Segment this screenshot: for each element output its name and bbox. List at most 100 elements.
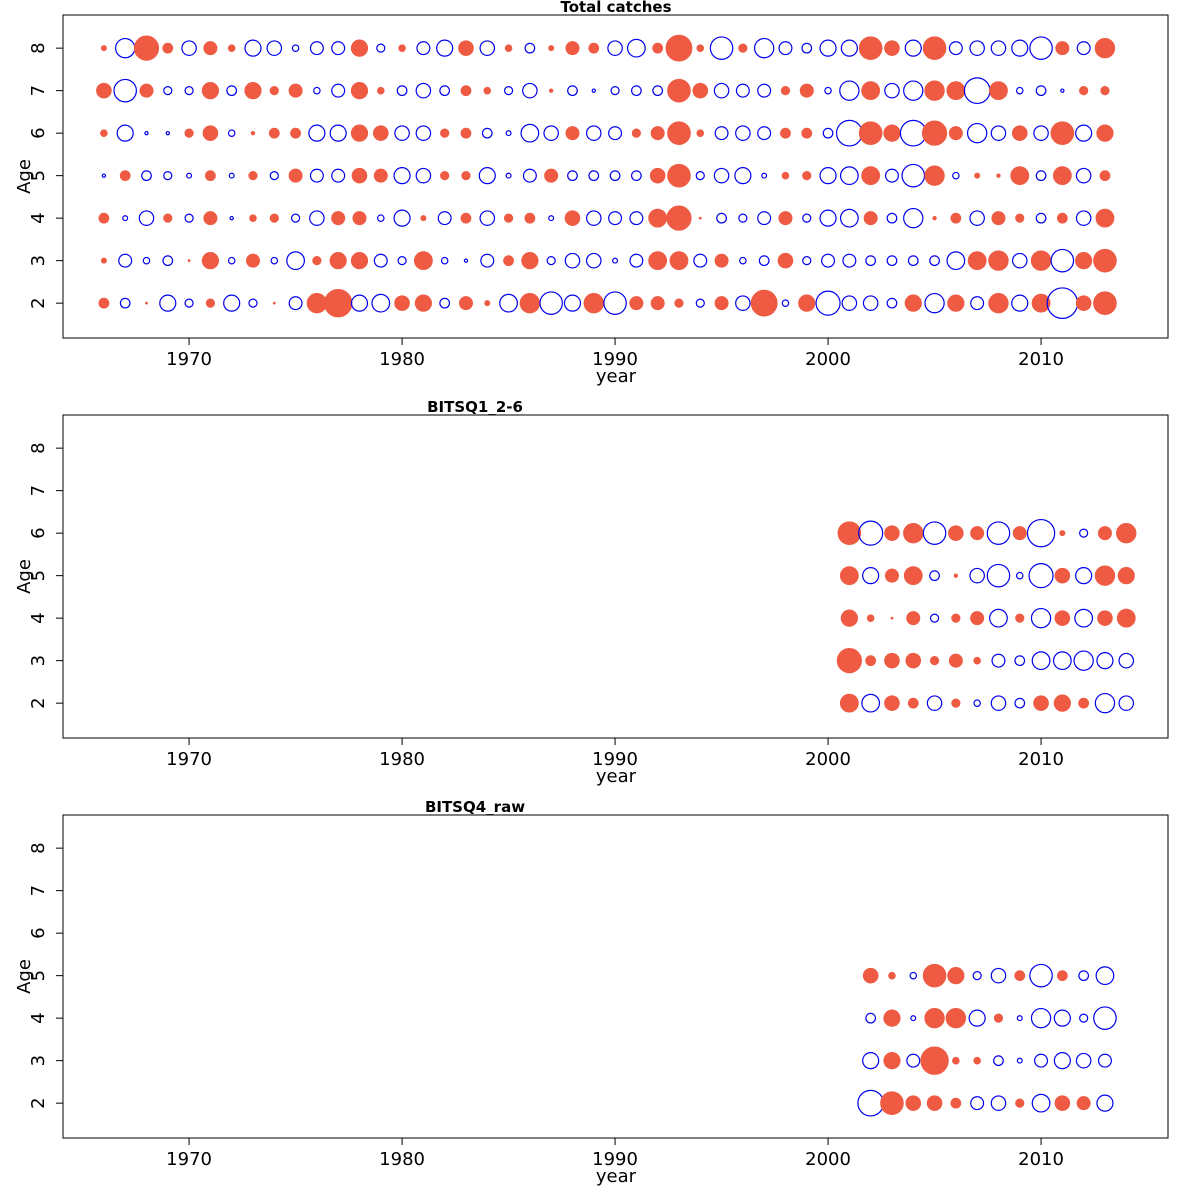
bubble xyxy=(1096,1094,1114,1112)
bubble xyxy=(1076,1096,1091,1111)
y-axis-label: Age xyxy=(14,159,35,194)
bubble xyxy=(884,168,899,183)
bubble xyxy=(479,40,496,56)
bubble xyxy=(1011,39,1029,57)
bubble xyxy=(824,86,832,95)
bubble xyxy=(1015,613,1025,623)
x-tick-label: 1980 xyxy=(379,349,425,370)
bubble xyxy=(201,82,219,100)
bubble xyxy=(1030,250,1052,271)
bubble xyxy=(698,216,702,220)
bubble xyxy=(757,211,772,226)
bubble xyxy=(286,251,305,271)
bubble xyxy=(288,168,303,183)
bubble xyxy=(249,214,257,222)
y-tick-label: 8 xyxy=(28,442,49,453)
bubble xyxy=(781,299,790,307)
bubble xyxy=(1015,213,1025,223)
bubble xyxy=(351,167,368,184)
bubble xyxy=(1099,170,1111,182)
bubble xyxy=(842,253,857,268)
bubble xyxy=(415,125,432,141)
bubble xyxy=(753,37,775,59)
bubble xyxy=(884,82,900,99)
bubble xyxy=(714,126,729,141)
bubble xyxy=(696,44,705,52)
bubble xyxy=(312,256,322,266)
bubble xyxy=(266,40,283,56)
bubble xyxy=(394,125,410,141)
bubble xyxy=(458,40,474,56)
bubble xyxy=(858,121,883,145)
bubble xyxy=(1097,1053,1112,1068)
bubble xyxy=(780,127,791,139)
bubble xyxy=(836,648,862,674)
bubble xyxy=(945,1007,967,1029)
bubble xyxy=(969,567,985,584)
bubble xyxy=(413,251,433,271)
bubble xyxy=(145,301,148,305)
bubble xyxy=(1093,1006,1117,1030)
bubble xyxy=(761,172,768,179)
bubble xyxy=(780,86,791,96)
bubble xyxy=(986,521,1011,545)
bubble xyxy=(950,212,962,224)
bubble xyxy=(503,86,514,96)
bubble xyxy=(564,210,581,226)
bubble xyxy=(626,38,646,58)
bubble xyxy=(1035,85,1047,97)
bubble xyxy=(1033,125,1049,141)
bubble xyxy=(861,166,881,186)
x-tick-label: 2010 xyxy=(1018,1149,1064,1170)
bubble xyxy=(714,296,729,311)
bubble xyxy=(1053,694,1071,712)
bubble xyxy=(1078,970,1090,982)
bubble xyxy=(1075,124,1093,142)
bubble xyxy=(674,298,684,308)
bubble xyxy=(268,127,280,139)
bubble xyxy=(187,259,191,263)
bubble xyxy=(1014,697,1026,709)
bubble xyxy=(479,210,496,226)
bubble xyxy=(973,656,981,665)
bubble xyxy=(650,126,665,141)
bubble xyxy=(503,213,514,223)
bubble xyxy=(968,1009,986,1027)
bubble xyxy=(205,298,215,308)
bubble xyxy=(695,171,705,181)
bubble xyxy=(290,127,301,139)
bubble xyxy=(738,213,748,223)
bubble xyxy=(630,170,642,182)
bubble xyxy=(499,293,518,313)
bubble xyxy=(291,44,300,52)
bubble xyxy=(970,1096,985,1111)
bubble xyxy=(524,212,536,224)
bubble xyxy=(144,130,149,136)
bubble xyxy=(802,213,812,223)
bubble xyxy=(1094,565,1116,586)
x-tick-label: 2010 xyxy=(1018,349,1064,370)
y-tick-label: 6 xyxy=(28,527,49,538)
bubble xyxy=(520,123,540,143)
bubble xyxy=(564,252,581,269)
bubble xyxy=(863,211,878,226)
bubble xyxy=(350,82,369,100)
bubble xyxy=(308,124,326,142)
y-tick-label: 4 xyxy=(28,212,49,223)
bubble xyxy=(1079,1013,1089,1023)
bubble xyxy=(669,251,689,271)
y-axis-label: Age xyxy=(14,559,35,594)
bubble xyxy=(758,255,770,267)
bubble xyxy=(269,213,279,223)
bubble xyxy=(739,256,747,265)
bubble xyxy=(991,211,1006,226)
bubble xyxy=(288,83,303,98)
bubble xyxy=(141,170,152,182)
y-tick-label: 5 xyxy=(28,570,49,581)
bubble xyxy=(1035,170,1047,182)
bubble xyxy=(1034,1053,1049,1068)
bubble xyxy=(886,212,898,224)
bubble xyxy=(201,252,219,270)
bubble xyxy=(1054,567,1071,584)
bubble xyxy=(609,170,621,182)
